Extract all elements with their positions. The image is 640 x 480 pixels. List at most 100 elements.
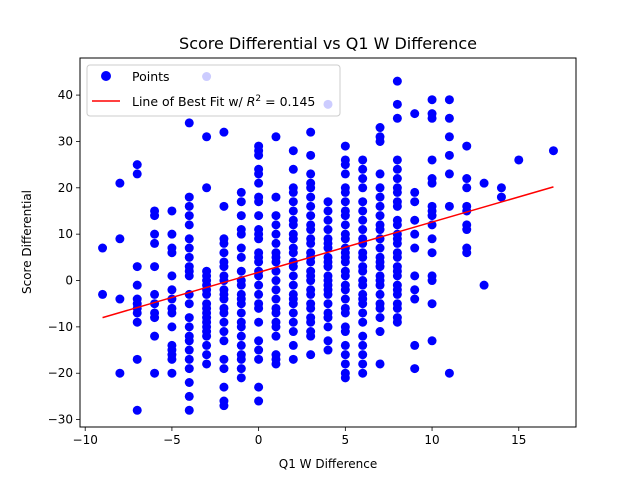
data-point: [115, 294, 125, 304]
data-point: [306, 127, 316, 137]
data-point: [410, 271, 420, 281]
data-point: [254, 211, 264, 221]
data-point: [288, 164, 298, 174]
data-point: [358, 368, 368, 378]
legend-box: [86, 64, 341, 117]
data-point: [462, 141, 472, 151]
data-point: [219, 262, 229, 272]
data-point: [202, 340, 212, 350]
data-point: [340, 340, 350, 350]
data-point: [167, 308, 177, 318]
data-point: [427, 211, 437, 221]
data-point: [410, 364, 420, 374]
data-point: [236, 197, 246, 207]
legend-line-label: Line of Best Fit w/ R2 = 0.145: [132, 94, 315, 109]
data-point: [323, 197, 333, 207]
data-point: [288, 327, 298, 337]
y-tick-label: −30: [48, 413, 73, 427]
data-point: [254, 169, 264, 179]
data-point: [323, 206, 333, 216]
data-point: [392, 303, 402, 313]
data-point: [392, 187, 402, 197]
data-point: [462, 183, 472, 193]
data-point: [254, 178, 264, 188]
data-point: [219, 201, 229, 211]
data-point: [115, 234, 125, 244]
data-point: [306, 350, 316, 360]
data-point: [219, 354, 229, 364]
data-point: [184, 192, 194, 202]
data-point: [375, 359, 385, 369]
data-point: [375, 123, 385, 133]
data-point: [444, 132, 454, 142]
data-point: [323, 322, 333, 332]
data-point: [340, 257, 350, 267]
data-point: [254, 345, 264, 355]
y-tick-label: 10: [58, 227, 73, 241]
data-point: [271, 220, 281, 230]
data-point: [288, 146, 298, 156]
x-tick-label: 15: [511, 433, 526, 447]
data-point: [184, 234, 194, 244]
data-point: [115, 368, 125, 378]
data-point: [410, 285, 420, 295]
chart-title: Score Differential vs Q1 W Difference: [179, 34, 477, 53]
data-point: [288, 317, 298, 327]
data-point: [427, 178, 437, 188]
data-point: [254, 396, 264, 406]
data-point: [236, 364, 246, 374]
best-fit-line: [102, 186, 554, 319]
data-point: [219, 294, 229, 304]
data-point: [184, 313, 194, 323]
data-point: [375, 201, 385, 211]
data-point: [184, 405, 194, 415]
data-point: [167, 354, 177, 364]
data-point: [375, 313, 385, 323]
data-point: [184, 220, 194, 230]
data-point: [444, 368, 454, 378]
data-point: [392, 252, 402, 262]
data-point: [444, 150, 454, 160]
data-point: [98, 289, 108, 299]
data-point: [184, 201, 194, 211]
data-point: [392, 317, 402, 327]
data-point: [392, 201, 402, 211]
data-point: [392, 289, 402, 299]
data-point: [496, 192, 506, 202]
data-point: [340, 160, 350, 170]
data-point: [375, 183, 385, 193]
data-point: [358, 266, 368, 276]
data-point: [150, 262, 160, 272]
data-point: [236, 299, 246, 309]
data-point: [462, 248, 472, 258]
data-point: [340, 373, 350, 383]
data-point: [288, 248, 298, 258]
data-point: [340, 220, 350, 230]
data-point: [288, 197, 298, 207]
data-point: [271, 132, 281, 142]
data-point: [219, 317, 229, 327]
data-point: [479, 178, 489, 188]
y-tick-label: −10: [48, 320, 73, 334]
data-point: [306, 317, 316, 327]
data-point: [167, 285, 177, 295]
x-tick-label: −5: [163, 433, 181, 447]
x-tick-label: 10: [424, 433, 439, 447]
y-tick-label: 20: [58, 181, 73, 195]
data-point: [167, 322, 177, 332]
data-point: [254, 382, 264, 392]
data-point: [410, 340, 420, 350]
data-point: [150, 368, 160, 378]
data-point: [392, 220, 402, 230]
data-point: [358, 197, 368, 207]
data-point: [254, 197, 264, 207]
data-point: [375, 327, 385, 337]
data-point: [254, 317, 264, 327]
data-point: [288, 354, 298, 364]
data-point: [271, 359, 281, 369]
data-point: [358, 206, 368, 216]
data-point: [236, 340, 246, 350]
y-tick-label: 40: [58, 88, 73, 102]
plot-frame: [79, 57, 577, 428]
data-point: [132, 317, 142, 327]
